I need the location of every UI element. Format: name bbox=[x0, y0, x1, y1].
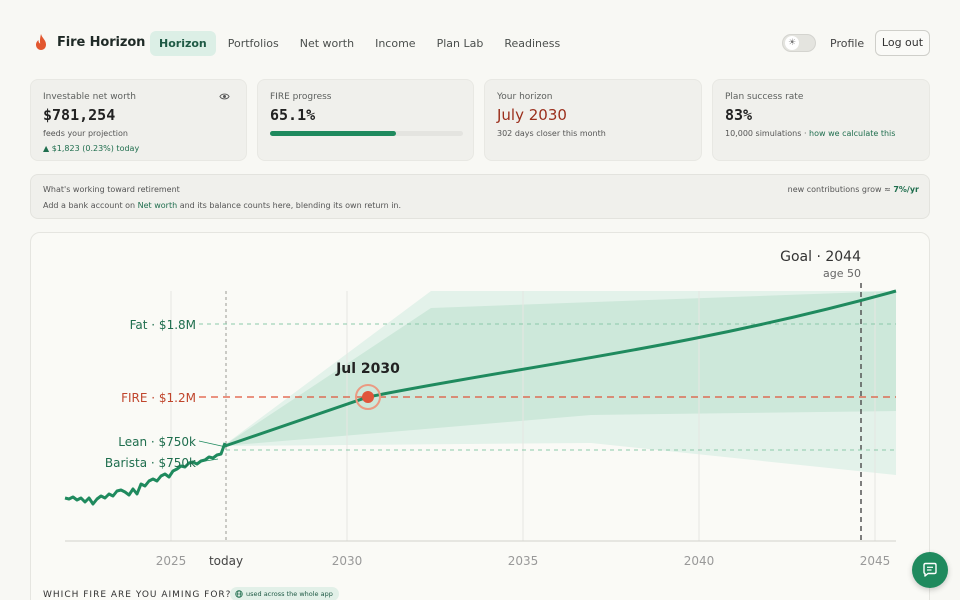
projection-line bbox=[224, 289, 897, 448]
marker-label: Jul 2030 bbox=[335, 361, 400, 377]
nav-link-plan-lab[interactable]: Plan Lab bbox=[436, 37, 484, 50]
card-fire-progress: FIRE progress 65.1% bbox=[257, 79, 474, 161]
horizon-sub: 302 days closer this month bbox=[497, 129, 606, 138]
card-horizon: Your horizon July 2030 302 days closer t… bbox=[484, 79, 702, 161]
brand-name: Fire Horizon bbox=[57, 34, 146, 50]
flame-icon bbox=[36, 34, 46, 50]
inner-band bbox=[223, 291, 896, 446]
banner-text-prefix: Add a bank account on bbox=[43, 201, 138, 210]
x-tick-label: 2040 bbox=[684, 554, 715, 568]
x-tick-label: 2030 bbox=[332, 554, 363, 568]
lean-label: Lean · $750k bbox=[118, 435, 196, 449]
nav-link-portfolios[interactable]: Portfolios bbox=[227, 37, 279, 50]
success-sub: 10,000 simulations · how we calculate th… bbox=[725, 129, 895, 138]
success-sub-prefix: 10,000 simulations · bbox=[725, 129, 810, 138]
success-rate-value: 83% bbox=[725, 106, 753, 124]
nav-link-net-worth[interactable]: Net worth bbox=[299, 37, 355, 50]
card-net-worth: Investable net worth $781,254 feeds your… bbox=[30, 79, 247, 161]
history-line bbox=[64, 442, 227, 506]
chat-icon bbox=[923, 562, 937, 577]
fire-marker-ring bbox=[355, 384, 381, 410]
profile-link[interactable]: Profile bbox=[830, 37, 865, 50]
fire-progress-bar bbox=[270, 131, 463, 136]
x-tick-label: 2045 bbox=[860, 554, 891, 568]
sun-icon: ☀ bbox=[785, 36, 799, 50]
banner-text-suffix: and its balance counts here, blending it… bbox=[177, 201, 402, 210]
x-tick-label: 2025 bbox=[156, 554, 187, 568]
fire-marker[interactable] bbox=[362, 391, 374, 403]
retirement-banner: What's working toward retirement Add a b… bbox=[30, 174, 930, 219]
growth-value: 7%/yr bbox=[893, 185, 919, 194]
how-we-calculate-link[interactable]: how we calculate this bbox=[809, 129, 896, 138]
brand[interactable]: Fire Horizon bbox=[34, 33, 145, 51]
net-worth-value: $781,254 bbox=[43, 106, 116, 124]
chat-button[interactable] bbox=[912, 552, 948, 588]
nav-link-readiness[interactable]: Readiness bbox=[504, 37, 561, 50]
banner-text: Add a bank account on Net worth and its … bbox=[43, 201, 401, 210]
net-worth-link[interactable]: Net worth bbox=[137, 201, 178, 210]
fire-progress-fill bbox=[270, 131, 396, 136]
net-worth-change: ▲ $1,823 (0.23%) today bbox=[43, 144, 140, 153]
nav-links: Horizon Portfolios Net worth Income Plan… bbox=[150, 31, 572, 56]
net-worth-sub: feeds your projection bbox=[43, 129, 128, 138]
banner-title: What's working toward retirement bbox=[43, 185, 180, 194]
fire-progress-value: 65.1% bbox=[270, 106, 316, 124]
logout-button[interactable]: Log out bbox=[875, 30, 930, 56]
horizon-value: July 2030 bbox=[497, 106, 567, 124]
x-tick-label: today bbox=[209, 554, 243, 568]
card-label: Investable net worth bbox=[43, 92, 136, 102]
card-label: Plan success rate bbox=[725, 92, 804, 102]
contribution-growth: new contributions grow ≈ 7%/yr bbox=[788, 185, 919, 194]
scope-pill-label: used across the whole app bbox=[246, 590, 333, 598]
growth-prefix: new contributions grow ≈ bbox=[787, 185, 894, 194]
fire-type-question: Which FIRE are you aiming for? bbox=[43, 590, 232, 600]
nav-link-horizon[interactable]: Horizon bbox=[150, 31, 216, 56]
card-label: FIRE progress bbox=[270, 92, 332, 102]
goal-sub: age 50 bbox=[823, 267, 861, 280]
card-success-rate: Plan success rate 83% 10,000 simulations… bbox=[712, 79, 930, 161]
barista-label: Barista · $750k bbox=[105, 456, 196, 470]
globe-icon bbox=[235, 590, 243, 598]
horizon-chart-card: Goal · 2044 age 50 Jul 2030 Fat · $1.8M … bbox=[30, 232, 930, 600]
scope-pill: used across the whole app bbox=[230, 587, 339, 600]
x-tick-label: 2035 bbox=[508, 554, 539, 568]
horizon-chart: Goal · 2044 age 50 Jul 2030 Fat · $1.8M … bbox=[64, 249, 897, 568]
fat-label: Fat · $1.8M bbox=[130, 318, 196, 332]
eye-icon[interactable] bbox=[219, 91, 230, 102]
card-label: Your horizon bbox=[497, 92, 553, 102]
nav-link-income[interactable]: Income bbox=[375, 37, 416, 50]
lean-connector bbox=[198, 440, 227, 448]
goal-label: Goal · 2044 bbox=[780, 249, 861, 265]
theme-toggle[interactable]: ☀ bbox=[782, 34, 816, 52]
top-nav: Fire Horizon Horizon Portfolios Net wort… bbox=[0, 0, 960, 86]
fire-label: FIRE · $1.2M bbox=[121, 391, 196, 405]
